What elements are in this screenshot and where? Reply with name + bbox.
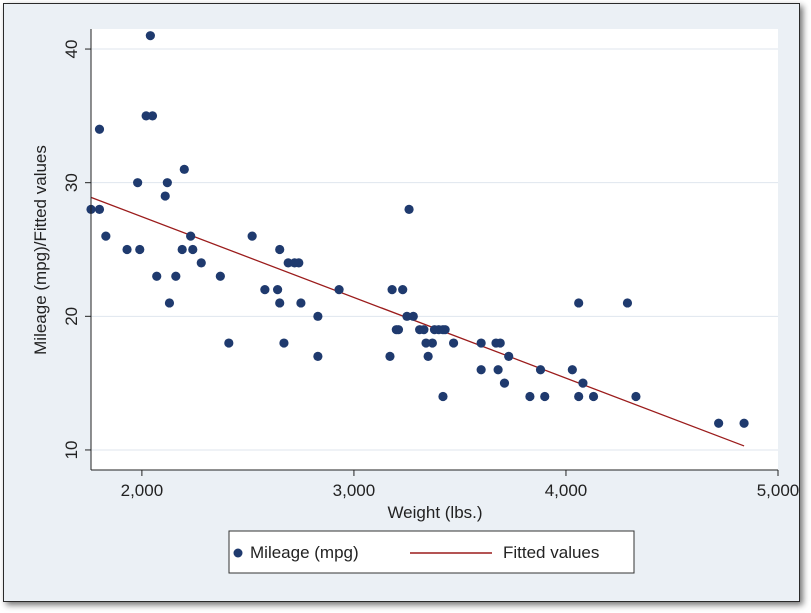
grid-lines (91, 48, 778, 451)
data-point (393, 325, 404, 335)
data-point (493, 365, 503, 375)
data-point (419, 325, 429, 335)
data-point (94, 204, 105, 215)
data-point (574, 391, 584, 402)
data-point (588, 391, 599, 402)
fitted-line (90, 196, 745, 447)
x-ticks: 2,000 3,000 4,000 5,000 (121, 470, 799, 500)
legend-label-fitted: Fitted values (503, 543, 599, 562)
data-point (294, 258, 304, 268)
data-point (313, 311, 323, 321)
data-point (739, 418, 749, 428)
data-point (224, 338, 234, 348)
data-point (160, 191, 170, 201)
data-point (188, 244, 198, 255)
legend-box (228, 530, 635, 574)
data-point (387, 284, 397, 295)
data-point (275, 244, 285, 255)
data-point (385, 351, 395, 362)
data-point (622, 298, 633, 308)
plot-area (91, 29, 778, 470)
data-point (94, 124, 105, 134)
data-point (196, 258, 206, 268)
data-point (313, 351, 323, 362)
data-point (171, 271, 181, 281)
data-point (631, 391, 641, 402)
data-point (504, 351, 514, 362)
scatter-chart: 2,000 3,000 4,000 5,000 10 20 30 40 Weight (lb… (31, 29, 799, 574)
data-point (567, 365, 577, 375)
data-point (135, 244, 145, 255)
data-point (499, 378, 510, 388)
data-point (133, 178, 143, 188)
data-point (215, 271, 225, 281)
x-tick-label: 5,000 (757, 481, 799, 500)
data-point (402, 311, 412, 321)
data-point (540, 391, 550, 402)
x-tick-label: 2,000 (121, 481, 164, 500)
data-point (476, 338, 486, 348)
data-point (334, 284, 344, 295)
data-point (164, 298, 175, 308)
data-point (177, 244, 187, 255)
data-point (279, 338, 289, 348)
data-point (162, 178, 172, 188)
data-point (535, 365, 546, 375)
data-point (438, 391, 448, 402)
data-point (179, 164, 189, 174)
legend: Mileage (mpg) Fitted values (228, 530, 635, 574)
fit-line-layer (90, 196, 745, 447)
data-point (578, 378, 588, 388)
legend-marker-mileage (233, 548, 243, 558)
data-point (421, 338, 431, 348)
data-point (495, 338, 505, 348)
data-point (296, 298, 306, 308)
data-point (141, 111, 151, 121)
data-point (260, 284, 270, 295)
data-point (448, 338, 459, 348)
data-point (101, 231, 111, 241)
data-point (272, 284, 283, 295)
x-axis-label: Weight (lbs.) (387, 503, 482, 522)
data-point (404, 204, 414, 215)
data-point (427, 338, 437, 348)
data-point (275, 298, 285, 308)
data-point (440, 325, 450, 335)
data-point (476, 365, 486, 375)
data-point (145, 31, 155, 41)
y-tick-label: 30 (62, 173, 81, 192)
points-layer (86, 31, 749, 428)
data-point (525, 391, 535, 402)
y-tick-label: 20 (62, 307, 81, 326)
data-point (408, 311, 418, 321)
y-tick-label: 40 (62, 40, 81, 59)
y-ticks: 10 20 30 40 (62, 40, 91, 459)
x-tick-label: 3,000 (333, 481, 376, 500)
chart-frame: 2,000 3,000 4,000 5,000 10 20 30 40 Weight (lb… (3, 3, 800, 602)
y-axis-label: Mileage (mpg)/Fitted values (31, 145, 50, 355)
data-point (398, 284, 408, 295)
data-point (283, 258, 293, 268)
data-point (152, 271, 162, 281)
data-point (147, 111, 158, 121)
y-tick-label: 10 (62, 440, 81, 459)
data-point (247, 231, 257, 241)
data-point (574, 298, 584, 308)
data-point (122, 244, 132, 255)
legend-label-mileage: Mileage (mpg) (250, 543, 359, 562)
x-tick-label: 4,000 (545, 481, 588, 500)
data-point (714, 418, 724, 428)
data-point (423, 351, 433, 362)
data-point (186, 231, 196, 241)
